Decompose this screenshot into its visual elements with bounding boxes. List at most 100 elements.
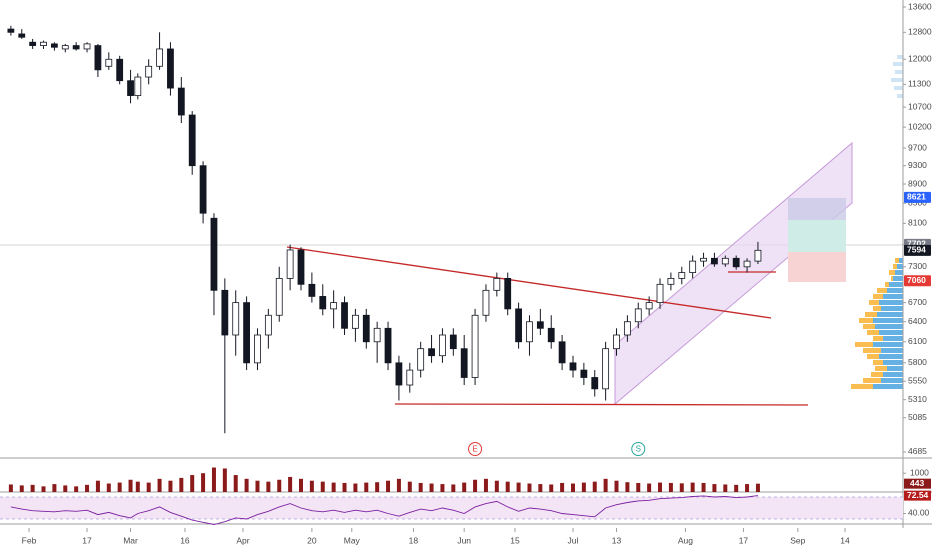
y-tick-label: 5800: [908, 357, 927, 367]
profile-bar: [881, 306, 903, 311]
profile-bar: [867, 354, 879, 359]
volume-bar: [342, 482, 347, 492]
volume-bar: [647, 483, 652, 492]
y-tick-label: 9300: [908, 160, 927, 170]
volume-bar: [755, 483, 760, 492]
candle-body: [308, 283, 316, 297]
trend-line: [286, 246, 772, 319]
candle-body: [94, 45, 102, 71]
profile-bar: [867, 330, 879, 335]
profile-bar: [873, 306, 881, 311]
candle-body: [18, 33, 26, 38]
price-label: 7594: [907, 245, 926, 255]
volume-bar: [309, 480, 314, 492]
volume-bar: [106, 483, 111, 492]
candle-body: [417, 348, 425, 371]
profit-zone: [788, 220, 846, 252]
x-tick-label: May: [344, 535, 361, 545]
candle-body: [156, 48, 163, 67]
y-tick-label: 8900: [908, 178, 927, 188]
profile-bar: [863, 378, 881, 383]
volume-bar: [244, 478, 249, 492]
volume-label-box: [904, 478, 931, 489]
volume-bar: [331, 482, 336, 492]
volume-bar: [549, 484, 554, 492]
price-label-box: [904, 275, 931, 287]
candle-body: [406, 369, 414, 386]
volume-bar: [712, 484, 717, 492]
volume-bar: [570, 483, 575, 492]
candle-body: [177, 87, 185, 116]
profile-bar: [899, 258, 903, 263]
support-line: [394, 403, 809, 406]
candle-body: [602, 348, 610, 390]
profile-bar: [881, 378, 903, 383]
candle-body: [188, 114, 196, 167]
x-tick-label: Jul: [568, 535, 579, 545]
x-tick-label: Mar: [123, 535, 138, 545]
volume-bar: [625, 482, 630, 492]
volume-bar: [74, 486, 79, 492]
volume-bar: [135, 481, 140, 492]
candle-body: [264, 314, 272, 336]
candle-body: [547, 327, 555, 343]
y-tick-label: 12000: [908, 54, 932, 64]
volume-bar: [8, 484, 13, 492]
volume-bar: [30, 484, 35, 492]
rsi-band: [0, 497, 903, 519]
volume-bar: [19, 485, 24, 492]
price-label: 7702: [907, 239, 926, 249]
volume-bar: [407, 481, 412, 492]
volume-bar: [190, 475, 195, 492]
volume-bar: [201, 473, 206, 492]
volume-bar: [41, 486, 46, 492]
candle-body: [61, 45, 69, 50]
profile-bar: [894, 86, 903, 90]
rsi-tick-label: 40.00: [908, 508, 930, 518]
volume-bar: [375, 482, 380, 492]
y-tick-label: 4685: [908, 446, 927, 456]
candle-body: [515, 308, 522, 343]
profile-bar: [873, 342, 903, 347]
candle-body: [286, 249, 294, 279]
y-tick-label: 9700: [908, 142, 927, 152]
candle-body: [221, 289, 229, 336]
y-tick-label: 5310: [908, 394, 927, 404]
candle-body: [341, 302, 348, 329]
y-tick-label: 6400: [908, 316, 927, 326]
profile-bar: [873, 384, 903, 389]
rsi-line: [10, 495, 758, 525]
candle-body: [362, 314, 370, 343]
candle-body: [83, 43, 91, 50]
volume-bar: [494, 480, 499, 492]
event-label: S: [636, 445, 641, 454]
volume-bar: [266, 481, 271, 492]
candle-body: [297, 249, 305, 285]
y-tick-label: 10200: [908, 121, 932, 131]
y-tick-label: 11300: [908, 79, 931, 89]
candle-body: [504, 277, 512, 310]
volume-bar: [386, 480, 391, 492]
profile-bar: [863, 348, 881, 353]
volume-bar: [440, 484, 445, 492]
y-tick-label: 12800: [908, 27, 932, 37]
volume-bar: [233, 475, 238, 492]
volume-bar: [95, 480, 100, 492]
candle-body: [395, 362, 403, 386]
volume-bar: [364, 482, 369, 492]
candle-body: [591, 377, 599, 390]
profile-bar: [879, 300, 903, 305]
x-tick-label: Sep: [790, 535, 805, 545]
x-tick-label: 14: [840, 535, 850, 545]
candle-body: [319, 296, 327, 310]
profile-bar: [873, 336, 883, 341]
candle-body: [569, 362, 577, 371]
volume-bar: [277, 479, 282, 492]
volume-bar: [353, 483, 358, 492]
candle-body: [656, 283, 664, 304]
volume-bar: [581, 482, 586, 492]
profile-bar: [897, 264, 903, 269]
candle-body: [580, 369, 588, 378]
candle-body: [482, 289, 490, 316]
volume-bar: [157, 478, 162, 492]
